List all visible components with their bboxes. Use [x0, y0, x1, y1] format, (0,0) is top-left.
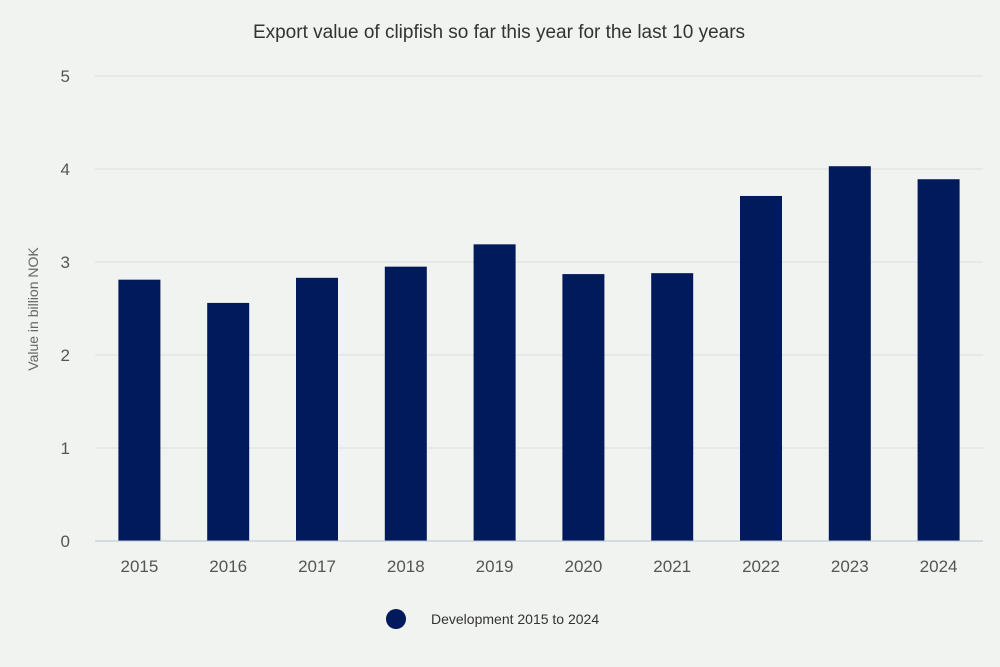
x-tick-label: 2024: [920, 557, 958, 576]
y-tick-label: 4: [61, 160, 70, 179]
bar-2020[interactable]: [562, 274, 605, 541]
legend-label[interactable]: Development 2015 to 2024: [431, 611, 599, 627]
bar-2022[interactable]: [740, 195, 782, 541]
x-tick-label: 2016: [209, 557, 247, 576]
bar-2015[interactable]: [118, 279, 161, 541]
x-tick-labels: 2015 2016 2017 2018 2019 2020 2021 2022 2023 2024: [120, 557, 957, 576]
y-axis-label: Value in billion NOK: [25, 247, 41, 371]
y-tick-label: 2: [61, 346, 70, 365]
y-tick-label: 0: [61, 532, 70, 551]
x-tick-label: 2021: [653, 557, 691, 576]
y-tick-label: 5: [61, 67, 70, 86]
y-tick-labels: 0 1 2 3 4 5: [61, 67, 70, 551]
x-tick-label: 2023: [831, 557, 869, 576]
x-tick-label: 2019: [476, 557, 514, 576]
x-tick-label: 2015: [120, 557, 158, 576]
bar-2017[interactable]: [296, 277, 338, 541]
chart-title: Export value of clipfish so far this yea…: [253, 22, 745, 43]
legend-marker[interactable]: [386, 609, 406, 629]
x-tick-label: 2022: [742, 557, 780, 576]
legend: Development 2015 to 2024: [386, 609, 599, 629]
bar-2023[interactable]: [828, 166, 871, 541]
bar-2019[interactable]: [473, 244, 516, 541]
bar-2021[interactable]: [651, 273, 694, 541]
bar-2018[interactable]: [384, 266, 427, 541]
bar-2016[interactable]: [207, 302, 250, 541]
x-tick-label: 2018: [387, 557, 425, 576]
x-tick-label: 2020: [564, 557, 602, 576]
bars: [118, 166, 960, 542]
y-tick-label: 3: [61, 253, 70, 272]
y-tick-label: 1: [61, 439, 70, 458]
x-tick-label: 2017: [298, 557, 336, 576]
bar-2024[interactable]: [917, 179, 960, 542]
